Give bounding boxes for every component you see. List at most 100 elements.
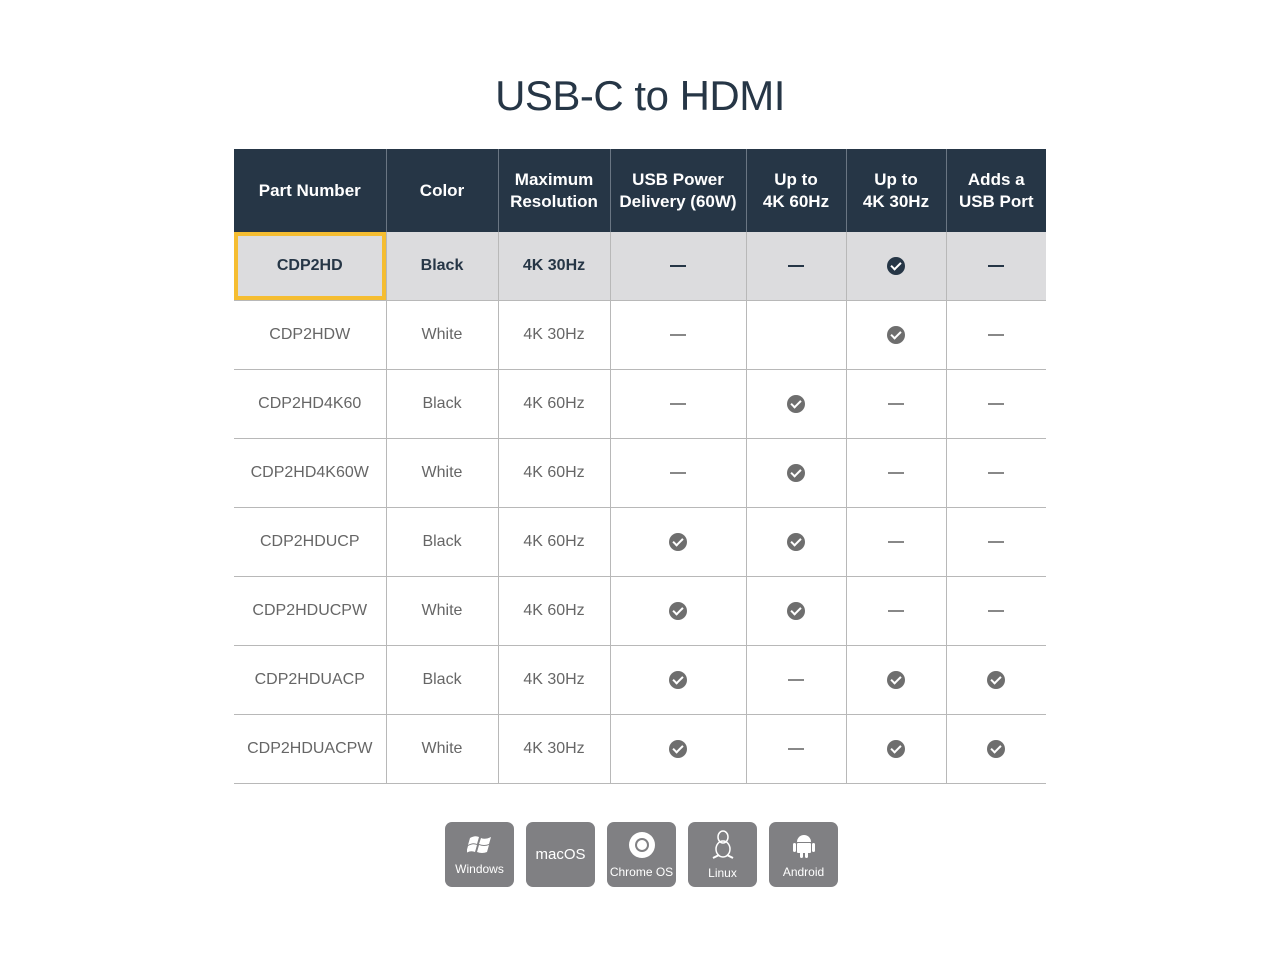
cell-res: 4K 30Hz — [497, 300, 610, 370]
cell-k60 — [745, 714, 846, 784]
dash-icon — [788, 265, 804, 267]
cell-usb — [945, 300, 1046, 370]
cell-k60 — [745, 507, 846, 577]
cell-k30 — [845, 232, 946, 301]
os-label: Android — [782, 864, 825, 879]
table-row: CDP2HDUCPW White 4K 60Hz — [234, 576, 1046, 646]
table-row: CDP2HD4K60W White 4K 60Hz — [234, 438, 1046, 508]
cell-k60 — [745, 438, 846, 508]
cell-color: White — [385, 714, 498, 784]
cell-k60 — [745, 645, 846, 715]
dash-icon — [988, 541, 1005, 543]
os-compatibility: Windows macOS Chrome OS Linux Android — [445, 822, 838, 887]
cell-pd — [609, 232, 746, 301]
column-header: Part Number — [234, 149, 386, 232]
table-row: CDP2HDUCP Black 4K 60Hz — [234, 507, 1046, 577]
cell-color: Black — [385, 369, 498, 439]
cell-color: Black — [385, 232, 498, 301]
cell-pd — [609, 507, 746, 577]
cell-usb — [945, 232, 1046, 301]
cell-part: CDP2HDUCPW — [234, 576, 386, 646]
os-badge-chrome-os: Chrome OS — [607, 822, 676, 887]
table-row: CDP2HDUACP Black 4K 30Hz — [234, 645, 1046, 715]
cell-k30 — [845, 507, 946, 577]
cell-part: CDP2HD4K60W — [234, 438, 386, 508]
column-header: Color — [385, 149, 498, 232]
dash-icon — [988, 610, 1005, 612]
cell-k30 — [845, 645, 946, 715]
dash-icon — [670, 403, 686, 405]
cell-k30 — [845, 714, 946, 784]
check-circle-icon — [987, 739, 1006, 758]
dash-icon — [888, 472, 904, 474]
check-circle-icon — [669, 532, 687, 551]
cell-color: White — [385, 438, 498, 508]
table-row: CDP2HD4K60 Black 4K 60Hz — [234, 369, 1046, 439]
windows-icon — [465, 834, 493, 862]
cell-res: 4K 60Hz — [497, 576, 610, 646]
chrome-icon — [628, 831, 656, 865]
dash-icon — [888, 610, 904, 612]
cell-part: CDP2HDW — [234, 300, 386, 370]
check-circle-icon — [987, 670, 1006, 689]
check-circle-icon — [887, 325, 905, 344]
dash-icon — [988, 334, 1005, 336]
dash-icon — [788, 679, 804, 681]
os-label: Linux — [708, 865, 737, 880]
os-label: Windows — [455, 861, 504, 876]
cell-usb — [945, 645, 1046, 715]
cell-color: Black — [385, 507, 498, 577]
page-title: USB-C to HDMI — [495, 72, 785, 119]
cell-part: CDP2HDUACPW — [234, 714, 386, 784]
cell-usb — [945, 369, 1046, 439]
check-circle-icon — [887, 256, 905, 275]
comparison-table: Part Number Color Maximum Resolution USB Po… — [234, 149, 1046, 784]
column-header: Up to 4K 60Hz — [745, 149, 846, 232]
cell-pd — [609, 438, 746, 508]
cell-usb — [945, 507, 1046, 577]
check-circle-icon — [787, 532, 805, 551]
check-circle-icon — [669, 601, 687, 620]
cell-usb — [945, 576, 1046, 646]
cell-color: White — [385, 576, 498, 646]
check-circle-icon — [787, 394, 805, 413]
os-badge-windows: Windows — [445, 822, 514, 887]
table-row: CDP2HDW White 4K 30Hz — [234, 300, 1046, 370]
cell-pd — [609, 714, 746, 784]
cell-k60 — [745, 576, 846, 646]
cell-part: CDP2HD — [234, 232, 386, 301]
table-row: CDP2HDUACPW White 4K 30Hz — [234, 714, 1046, 784]
cell-k30 — [845, 300, 946, 370]
cell-res: 4K 60Hz — [497, 369, 610, 439]
cell-pd — [609, 645, 746, 715]
cell-pd — [609, 576, 746, 646]
cell-k60 — [745, 232, 846, 301]
cell-k30 — [845, 576, 946, 646]
os-label: Chrome OS — [609, 864, 674, 879]
cell-k60 — [745, 300, 846, 370]
dash-icon — [988, 472, 1005, 474]
dash-icon — [888, 403, 904, 405]
table-row: CDP2HD Black 4K 30Hz — [234, 232, 1046, 301]
os-badge-linux: Linux — [688, 822, 757, 887]
cell-res: 4K 30Hz — [497, 232, 610, 301]
cell-res: 4K 60Hz — [497, 507, 610, 577]
column-header: USB Power Delivery (60W) — [609, 149, 746, 232]
os-badge-android: Android — [769, 822, 838, 887]
cell-part: CDP2HDUCP — [234, 507, 386, 577]
linux-icon — [711, 829, 735, 866]
cell-usb — [945, 438, 1046, 508]
check-circle-icon — [887, 670, 905, 689]
check-circle-icon — [669, 670, 687, 689]
cell-part: CDP2HDUACP — [234, 645, 386, 715]
column-header: Adds a USB Port — [945, 149, 1046, 232]
check-circle-icon — [787, 463, 805, 482]
check-circle-icon — [887, 739, 905, 758]
dash-icon — [670, 265, 686, 267]
os-badge-macos: macOS — [526, 822, 595, 887]
os-label: macOS — [535, 846, 586, 863]
cell-res: 4K 30Hz — [497, 645, 610, 715]
column-header: Up to 4K 30Hz — [845, 149, 946, 232]
cell-pd — [609, 369, 746, 439]
cell-color: Black — [385, 645, 498, 715]
